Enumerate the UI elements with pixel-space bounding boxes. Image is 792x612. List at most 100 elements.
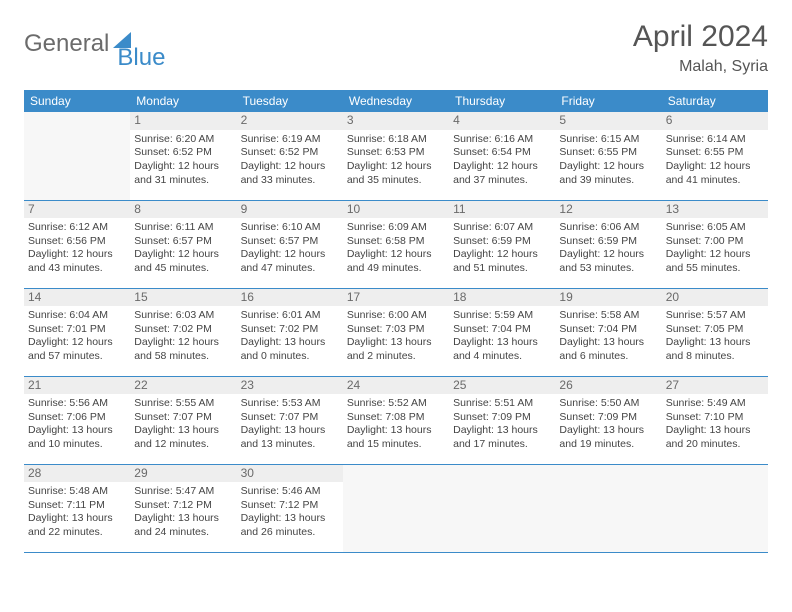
sunrise-line: Sunrise: 6:12 AM [28, 221, 126, 235]
day-number: 16 [237, 289, 343, 307]
day-cell: 9Sunrise: 6:10 AMSunset: 6:57 PMDaylight… [237, 200, 343, 288]
day-number: 18 [449, 289, 555, 307]
daylight-line: Daylight: 13 hours and 20 minutes. [666, 424, 764, 451]
day-cell: 30 Sunrise: 5:46 AMSunset: 7:12 PMDayligh… [237, 464, 343, 552]
daylight-line: Daylight: 13 hours and 0 minutes. [241, 336, 339, 363]
daylight-line: Daylight: 12 hours and 39 minutes. [559, 160, 657, 187]
day-cell: 29Sunrise: 5:47 AMSunset: 7:12 PMDayligh… [130, 464, 236, 552]
day-info: Sunrise: 6:14 AMSunset: 6:55 PMDaylight:… [666, 133, 764, 188]
day-cell: 24Sunrise: 5:52 AMSunset: 7:08 PMDayligh… [343, 376, 449, 464]
day-info: Sunrise: 5:59 AMSunset: 7:04 PMDaylight:… [453, 309, 551, 364]
day-number: 4 [449, 112, 555, 130]
daylight-line: Daylight: 13 hours and 4 minutes. [453, 336, 551, 363]
day-info: Sunrise: 6:04 AMSunset: 7:01 PMDaylight:… [28, 309, 126, 364]
day-cell: 27Sunrise: 5:49 AMSunset: 7:10 PMDayligh… [662, 376, 768, 464]
sunset-line: Sunset: 7:07 PM [241, 411, 339, 425]
weekday-sat: Saturday [662, 90, 768, 112]
daylight-line: Daylight: 12 hours and 57 minutes. [28, 336, 126, 363]
day-info: Sunrise: 6:18 AMSunset: 6:53 PMDaylight:… [347, 133, 445, 188]
sunrise-line: Sunrise: 5:55 AM [134, 397, 232, 411]
logo-word2: Blue [117, 44, 165, 72]
day-cell: 19 Sunrise: 5:58 AMSunset: 7:04 PMDayligh… [555, 288, 661, 376]
daylight-line: Daylight: 13 hours and 19 minutes. [559, 424, 657, 451]
sunset-line: Sunset: 7:09 PM [559, 411, 657, 425]
day-cell [343, 464, 449, 552]
daylight-line: Daylight: 12 hours and 37 minutes. [453, 160, 551, 187]
daylight-line: Daylight: 13 hours and 10 minutes. [28, 424, 126, 451]
day-number: 17 [343, 289, 449, 307]
weekday-header-row: Sunday Monday Tuesday Wednesday Thursday… [24, 90, 768, 112]
weekday-tue: Tuesday [237, 90, 343, 112]
daylight-line: Daylight: 12 hours and 35 minutes. [347, 160, 445, 187]
sunrise-line: Sunrise: 5:50 AM [559, 397, 657, 411]
daylight-line: Daylight: 13 hours and 24 minutes. [134, 512, 232, 539]
daylight-line: Daylight: 13 hours and 15 minutes. [347, 424, 445, 451]
day-number: 21 [24, 377, 130, 395]
day-number: 22 [130, 377, 236, 395]
day-number: 23 [237, 377, 343, 395]
sunset-line: Sunset: 6:59 PM [559, 235, 657, 249]
sunset-line: Sunset: 6:59 PM [453, 235, 551, 249]
daylight-line: Daylight: 13 hours and 6 minutes. [559, 336, 657, 363]
day-number: 30 [237, 465, 343, 483]
day-number: 25 [449, 377, 555, 395]
daylight-line: Daylight: 13 hours and 13 minutes. [241, 424, 339, 451]
day-cell: 3 Sunrise: 6:18 AMSunset: 6:53 PMDaylight… [343, 112, 449, 200]
weekday-fri: Friday [555, 90, 661, 112]
daylight-line: Daylight: 13 hours and 17 minutes. [453, 424, 551, 451]
sunrise-line: Sunrise: 6:10 AM [241, 221, 339, 235]
sunset-line: Sunset: 7:02 PM [134, 323, 232, 337]
day-cell [555, 464, 661, 552]
day-info: Sunrise: 5:50 AMSunset: 7:09 PMDaylight:… [559, 397, 657, 452]
sunset-line: Sunset: 6:54 PM [453, 146, 551, 160]
day-number: 5 [555, 112, 661, 130]
calendar-table: Sunday Monday Tuesday Wednesday Thursday… [24, 90, 768, 553]
day-cell: 13Sunrise: 6:05 AMSunset: 7:00 PMDayligh… [662, 200, 768, 288]
day-cell: 25Sunrise: 5:51 AMSunset: 7:09 PMDayligh… [449, 376, 555, 464]
weekday-wed: Wednesday [343, 90, 449, 112]
sunset-line: Sunset: 7:12 PM [241, 499, 339, 513]
sunrise-line: Sunrise: 5:48 AM [28, 485, 126, 499]
daylight-line: Daylight: 13 hours and 12 minutes. [134, 424, 232, 451]
sunset-line: Sunset: 7:07 PM [134, 411, 232, 425]
day-info: Sunrise: 5:52 AMSunset: 7:08 PMDaylight:… [347, 397, 445, 452]
week-row: 14 Sunrise: 6:04 AMSunset: 7:01 PMDayligh… [24, 288, 768, 376]
day-info: Sunrise: 5:46 AMSunset: 7:12 PMDaylight:… [241, 485, 339, 540]
day-number: 15 [130, 289, 236, 307]
sunset-line: Sunset: 6:52 PM [241, 146, 339, 160]
sunrise-line: Sunrise: 6:15 AM [559, 133, 657, 147]
sunrise-line: Sunrise: 6:18 AM [347, 133, 445, 147]
sunset-line: Sunset: 7:12 PM [134, 499, 232, 513]
day-number: 26 [555, 377, 661, 395]
day-cell: 14 Sunrise: 6:04 AMSunset: 7:01 PMDayligh… [24, 288, 130, 376]
day-cell: 1 Sunrise: 6:20 AMSunset: 6:52 PMDaylight… [130, 112, 236, 200]
day-number: 6 [662, 112, 768, 130]
day-info: Sunrise: 5:48 AMSunset: 7:11 PMDaylight:… [28, 485, 126, 540]
day-cell [449, 464, 555, 552]
day-cell: 2Sunrise: 6:19 AMSunset: 6:52 PMDaylight… [237, 112, 343, 200]
sunset-line: Sunset: 7:10 PM [666, 411, 764, 425]
day-info: Sunrise: 6:09 AMSunset: 6:58 PMDaylight:… [347, 221, 445, 276]
sunset-line: Sunset: 7:08 PM [347, 411, 445, 425]
day-cell: 22 Sunrise: 5:55 AMSunset: 7:07 PMDayligh… [130, 376, 236, 464]
daylight-line: Daylight: 12 hours and 49 minutes. [347, 248, 445, 275]
day-info: Sunrise: 6:20 AMSunset: 6:52 PMDaylight:… [134, 133, 232, 188]
week-row: 21Sunrise: 5:56 AMSunset: 7:06 PMDayligh… [24, 376, 768, 464]
day-number: 7 [24, 201, 130, 219]
day-number: 14 [24, 289, 130, 307]
sunrise-line: Sunrise: 5:56 AM [28, 397, 126, 411]
sunrise-line: Sunrise: 6:04 AM [28, 309, 126, 323]
day-number: 19 [555, 289, 661, 307]
sunset-line: Sunset: 6:57 PM [241, 235, 339, 249]
day-number: 3 [343, 112, 449, 130]
day-cell: 15Sunrise: 6:03 AMSunset: 7:02 PMDayligh… [130, 288, 236, 376]
day-number: 1 [130, 112, 236, 130]
day-cell: 23Sunrise: 5:53 AMSunset: 7:07 PMDayligh… [237, 376, 343, 464]
day-info: Sunrise: 6:05 AMSunset: 7:00 PMDaylight:… [666, 221, 764, 276]
sunrise-line: Sunrise: 5:52 AM [347, 397, 445, 411]
sunrise-line: Sunrise: 6:16 AM [453, 133, 551, 147]
title-block: April 2024 Malah, Syria [633, 20, 768, 76]
day-info: Sunrise: 6:07 AMSunset: 6:59 PMDaylight:… [453, 221, 551, 276]
sunrise-line: Sunrise: 6:09 AM [347, 221, 445, 235]
day-info: Sunrise: 5:58 AMSunset: 7:04 PMDaylight:… [559, 309, 657, 364]
